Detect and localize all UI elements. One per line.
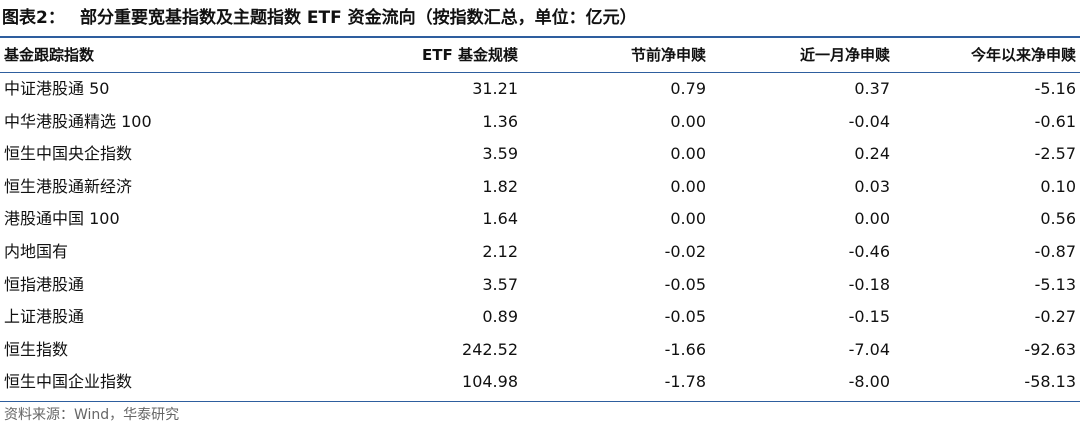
cell: -0.27 xyxy=(1034,307,1076,327)
cell: 3.57 xyxy=(482,274,518,294)
row-label: 恒生中国央企指数 xyxy=(4,144,133,164)
cell: -8.00 xyxy=(848,372,890,392)
cell: -1.78 xyxy=(664,372,706,392)
cell: -0.05 xyxy=(664,307,706,327)
cell: -5.13 xyxy=(1034,274,1076,294)
column-header: 基金跟踪指数 xyxy=(4,46,95,64)
cell: 0.89 xyxy=(482,307,518,327)
cell: 0.00 xyxy=(670,144,706,164)
cell: 0.00 xyxy=(670,111,706,131)
cell: -0.18 xyxy=(848,274,890,294)
column-header: ETF 基金规模 xyxy=(422,46,518,64)
cell: -58.13 xyxy=(1024,372,1076,392)
figure-label: 图表2： xyxy=(2,8,65,28)
cell: 242.52 xyxy=(462,339,518,359)
cell: 0.00 xyxy=(670,209,706,229)
row-label: 中证港股通 50 xyxy=(4,79,110,98)
row-label: 上证港股通 xyxy=(4,307,85,327)
cell: 0.79 xyxy=(670,79,706,98)
row-label: 中华港股通精选 100 xyxy=(4,111,152,131)
cell: -0.05 xyxy=(664,274,706,294)
cell: 0.00 xyxy=(854,209,890,229)
cell: 2.12 xyxy=(482,242,518,261)
cell: 31.21 xyxy=(472,79,518,98)
figure-title: 部分重要宽基指数及主题指数 ETF 资金流向（按指数汇总，单位：亿元） xyxy=(80,8,637,28)
cell: 0.00 xyxy=(670,176,706,196)
row-label: 内地国有 xyxy=(4,242,69,261)
cell: -0.46 xyxy=(848,242,890,261)
cell: -0.04 xyxy=(848,111,890,131)
cell: -2.57 xyxy=(1034,144,1076,164)
column-header: 今年以来净申赎 xyxy=(970,46,1076,64)
row-label: 港股通中国 100 xyxy=(4,209,120,229)
cell: 3.59 xyxy=(482,144,518,164)
cell: -0.02 xyxy=(664,242,706,261)
cell: -92.63 xyxy=(1024,339,1076,359)
cell: 1.36 xyxy=(482,111,518,131)
column-header: 节前净申赎 xyxy=(630,46,706,64)
cell: -1.66 xyxy=(664,339,706,359)
cell: 0.10 xyxy=(1040,176,1076,196)
cell: 0.37 xyxy=(854,79,890,98)
cell: -0.15 xyxy=(848,307,890,327)
source-note: 资料来源：Wind，华泰研究 xyxy=(4,407,180,423)
cell: 104.98 xyxy=(462,372,518,392)
cell: -7.04 xyxy=(848,339,890,359)
cell: -0.87 xyxy=(1034,242,1076,261)
bottom-rule xyxy=(0,401,1080,402)
cell: 1.64 xyxy=(482,209,518,229)
row-label: 恒指港股通 xyxy=(4,274,85,294)
cell: -5.16 xyxy=(1034,79,1076,98)
cell: 0.03 xyxy=(854,176,890,196)
cell: 0.24 xyxy=(854,144,890,164)
cell: -0.61 xyxy=(1034,111,1076,131)
row-label: 恒生指数 xyxy=(4,339,69,359)
top-rule xyxy=(0,36,1080,38)
row-label: 恒生中国企业指数 xyxy=(4,372,133,392)
cell: 1.82 xyxy=(482,176,518,196)
cell: 0.56 xyxy=(1040,209,1076,229)
header-rule xyxy=(0,72,1080,73)
row-label: 恒生港股通新经济 xyxy=(4,176,133,196)
column-header: 近一月净申赎 xyxy=(799,46,890,64)
